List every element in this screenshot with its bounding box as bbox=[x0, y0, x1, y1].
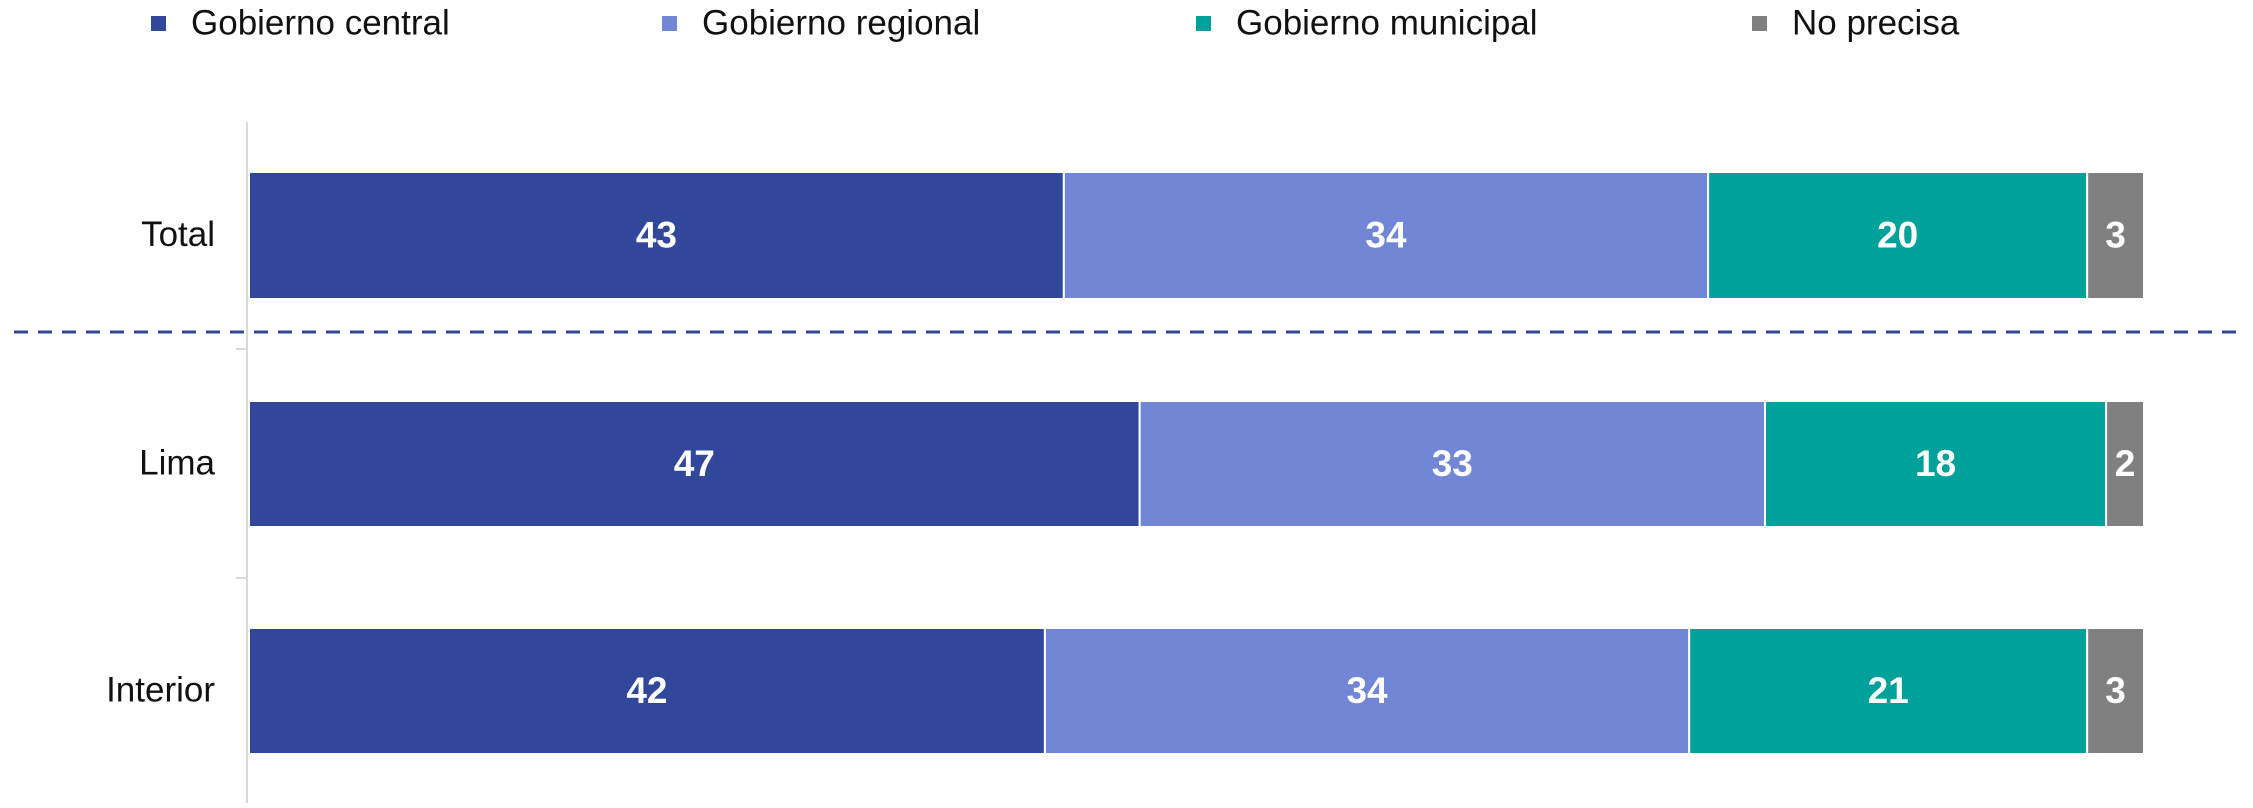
bar-segment bbox=[248, 400, 1141, 528]
legend-marker bbox=[662, 16, 677, 31]
bar-segment bbox=[1688, 627, 2089, 755]
bar-segment bbox=[248, 171, 1065, 300]
category-label: Total bbox=[141, 215, 215, 254]
bar-segment bbox=[1707, 171, 2089, 300]
category-label: Lima bbox=[139, 443, 215, 482]
data-label: 18 bbox=[1915, 443, 1956, 484]
bar-segment bbox=[2105, 400, 2146, 528]
data-label: 2 bbox=[2115, 443, 2136, 484]
category-label: Interior bbox=[106, 670, 215, 709]
data-label: 20 bbox=[1877, 214, 1918, 255]
bar-segment bbox=[1764, 400, 2108, 528]
bars bbox=[248, 171, 2146, 755]
bar-segment bbox=[1043, 627, 1691, 755]
data-label: 47 bbox=[674, 443, 715, 484]
data-label: 43 bbox=[636, 214, 677, 255]
legend-label: Gobierno regional bbox=[702, 3, 980, 42]
bar-segment bbox=[248, 627, 1046, 755]
bar-segment bbox=[2086, 171, 2145, 300]
bar-segment bbox=[2086, 627, 2145, 755]
legend-marker bbox=[1752, 16, 1767, 31]
legend-marker bbox=[1196, 16, 1211, 31]
legend-label: Gobierno municipal bbox=[1236, 3, 1538, 42]
data-label: 34 bbox=[1346, 670, 1388, 711]
data-label: 3 bbox=[2105, 214, 2126, 255]
data-label: 34 bbox=[1365, 214, 1407, 255]
legend-marker bbox=[151, 16, 166, 31]
legend-label: Gobierno central bbox=[191, 3, 450, 42]
data-label: 21 bbox=[1868, 670, 1909, 711]
bar-segment bbox=[1062, 171, 1710, 300]
data-label: 3 bbox=[2105, 670, 2126, 711]
legend-label: No precisa bbox=[1792, 3, 1960, 42]
bar-segment bbox=[1138, 400, 1766, 528]
data-label: 33 bbox=[1432, 443, 1473, 484]
data-label: 42 bbox=[626, 670, 667, 711]
